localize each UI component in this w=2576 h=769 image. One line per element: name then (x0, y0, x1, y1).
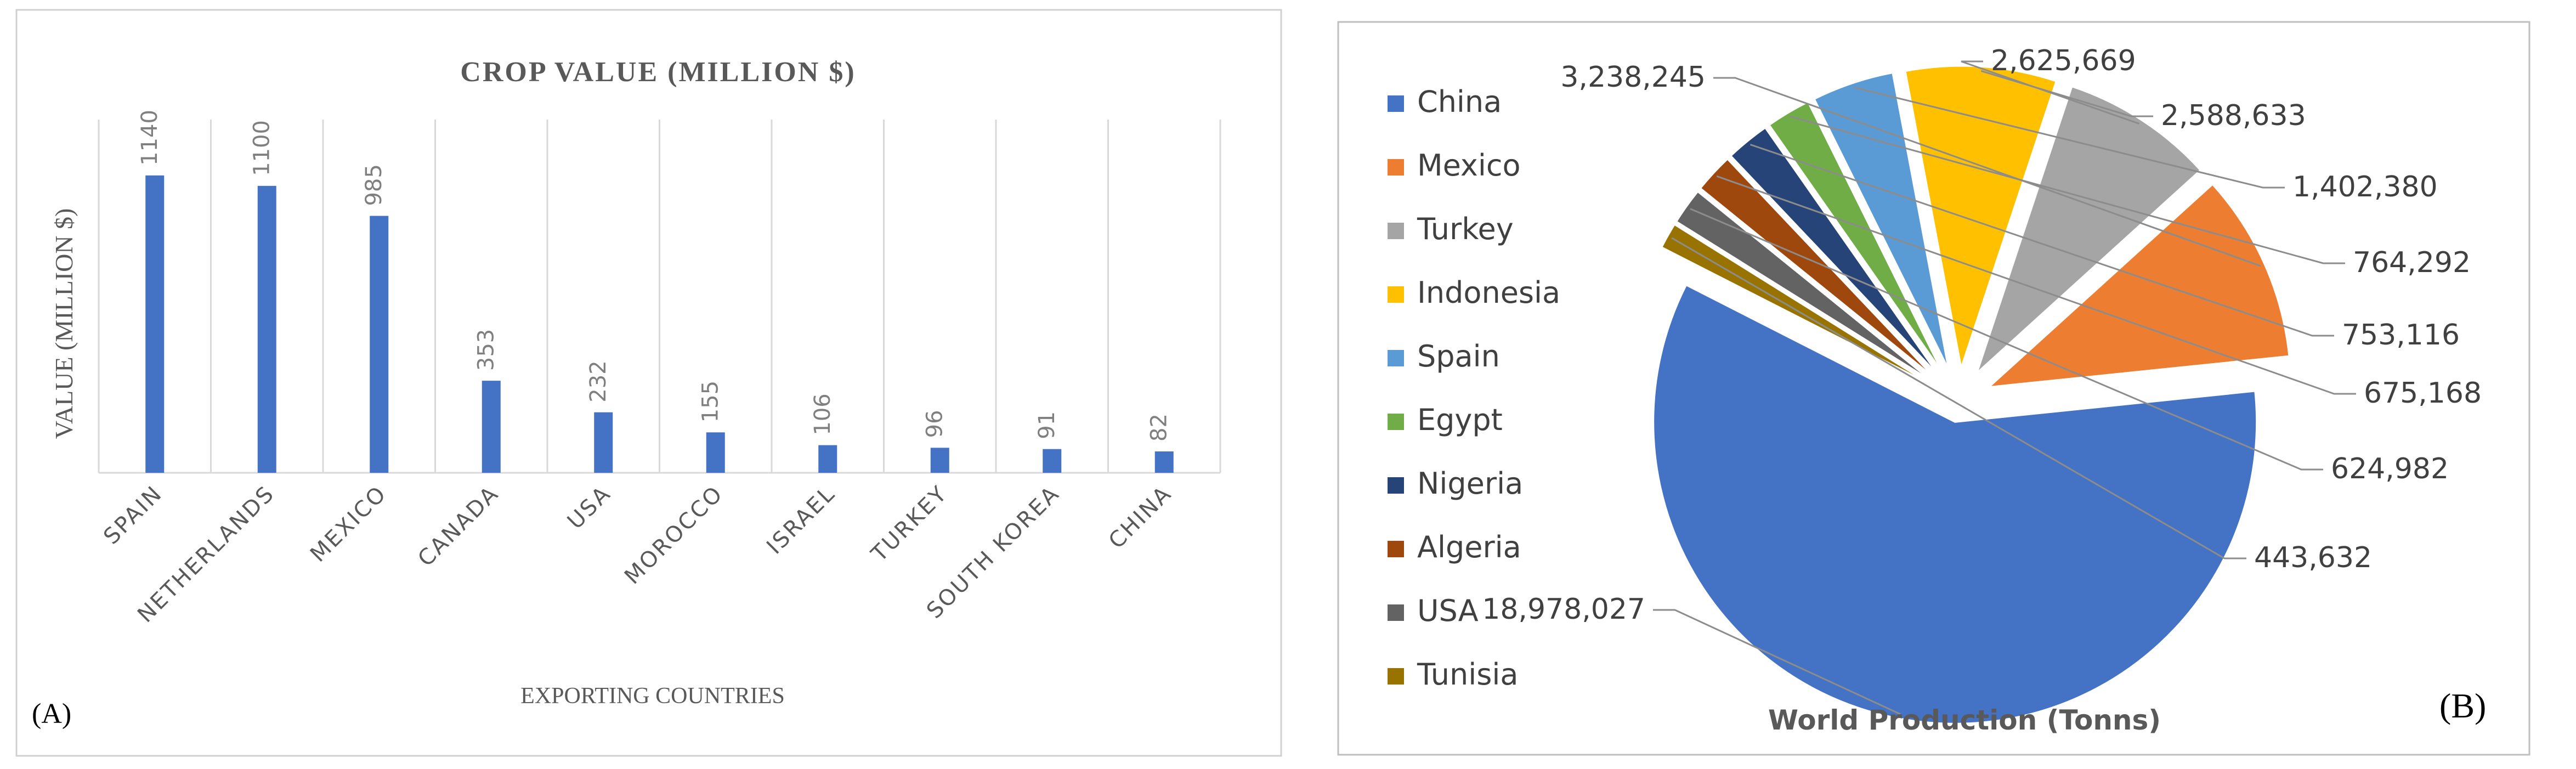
bar (482, 381, 501, 473)
legend-entry-label: Turkey (1417, 212, 1514, 246)
panel-tag-a: (A) (32, 698, 71, 730)
y-axis-label: VALUE (MILLION $) (50, 208, 78, 439)
bar-data-label: 91 (1034, 411, 1060, 439)
slice-value-label: 753,116 (2342, 319, 2460, 352)
panel-a-bar-chart: CROP VALUE (MILLION $) VALUE (MILLION $)… (15, 9, 1282, 757)
slice-value-label: 675,168 (2364, 377, 2482, 410)
bar (706, 432, 725, 473)
legend-entry-label: Mexico (1417, 148, 1521, 183)
bar (370, 216, 389, 473)
leader-line (1690, 208, 2323, 471)
bar-data-label: 1140 (137, 110, 162, 166)
chart-title: CROP VALUE (MILLION $) (460, 56, 856, 88)
legend-entry-label: China (1417, 84, 1502, 119)
slice-value-label: 18,978,027 (1482, 593, 1645, 626)
legend: China Mexico Turkey Indonesia Spain Egypt Nige… (1388, 84, 1560, 692)
legend-swatch (1388, 159, 1404, 176)
leader-line (1750, 144, 2334, 337)
panel-a-frame (15, 9, 1282, 757)
legend-entry-label: USA (1417, 593, 1479, 628)
legend-swatch (1388, 350, 1404, 366)
bar-data-label: 106 (810, 393, 835, 435)
legend-entry-label: Spain (1417, 339, 1500, 374)
legend-entry-label: Egypt (1417, 403, 1503, 437)
leader-lines (1653, 60, 2356, 715)
legend-entry-label: Indonesia (1417, 275, 1560, 310)
slice-value-label: 764,292 (2353, 246, 2471, 279)
legend-swatch (1388, 668, 1404, 685)
slice-value-label: 1,402,380 (2292, 171, 2438, 203)
pie-slice (1675, 190, 1933, 382)
legend-entry-label: Algeria (1417, 530, 1521, 564)
pie-slice (1768, 100, 1943, 373)
slice-value-label: 2,625,669 (1991, 44, 2136, 77)
legend-entry-label: Tunisia (1417, 657, 1518, 692)
bar (1043, 449, 1062, 473)
legend-swatch (1388, 414, 1404, 430)
slice-value-label: 3,238,245 (1560, 61, 1706, 94)
bar-data-label: 1100 (250, 120, 275, 176)
legend-swatch (1388, 477, 1404, 494)
bar (930, 448, 949, 473)
pie-slice (1904, 65, 2058, 371)
legend-swatch (1388, 95, 1404, 112)
bars (145, 175, 1174, 473)
bar (145, 175, 165, 473)
leader-line (1653, 609, 1901, 715)
pie-slice (1699, 157, 1936, 379)
category-separators (98, 120, 1221, 474)
legend-swatch (1388, 286, 1404, 303)
pie-slice (1660, 223, 1931, 385)
panel-b-pie-chart: China Mexico Turkey Indonesia Spain Egypt Nige… (1337, 21, 2530, 756)
leader-line (1671, 237, 2246, 559)
bar-data-label: 96 (922, 410, 948, 438)
leader-line (1854, 86, 2285, 189)
legend-entry-label: Nigeria (1417, 466, 1523, 501)
bar (818, 445, 837, 473)
bar-data-label: 155 (698, 381, 723, 422)
legend-swatch (1388, 604, 1404, 621)
bar-data-label: 353 (474, 329, 499, 371)
slice-value-label: 443,632 (2254, 541, 2372, 574)
pie-slices (1652, 65, 2290, 725)
bar-data-label: 82 (1147, 414, 1172, 442)
pie-chart-title: World Production (Tonns) (1768, 704, 2161, 736)
bar-data-label: 985 (361, 164, 387, 206)
legend-swatch (1388, 541, 1404, 557)
pie-slice (1729, 126, 1939, 376)
bar (594, 412, 613, 473)
slice-value-labels: 18,978,027 3,238,245 2,625,669 2,588,633 1,4… (1482, 44, 2482, 626)
pie-slice (1986, 183, 2290, 388)
slice-value-label: 624,982 (2331, 453, 2449, 485)
bar-data-label: 232 (586, 360, 611, 402)
legend-swatch (1388, 223, 1404, 239)
data-labels: 1140 1100 985 353 232 155 106 96 91 82 (137, 110, 1172, 442)
pie-slice (1813, 71, 1950, 370)
leader-line (1980, 70, 2153, 117)
leader-line (1716, 175, 2356, 395)
panel-tag-b: (B) (2439, 686, 2486, 725)
slice-value-label: 2,588,633 (2161, 99, 2306, 132)
leader-line (1713, 77, 2261, 267)
bar (257, 185, 276, 473)
leader-line (1961, 60, 2140, 125)
bar (1154, 451, 1174, 473)
x-axis-label: EXPORTING COUNTRIES (520, 683, 785, 709)
leader-line (1790, 115, 2345, 264)
